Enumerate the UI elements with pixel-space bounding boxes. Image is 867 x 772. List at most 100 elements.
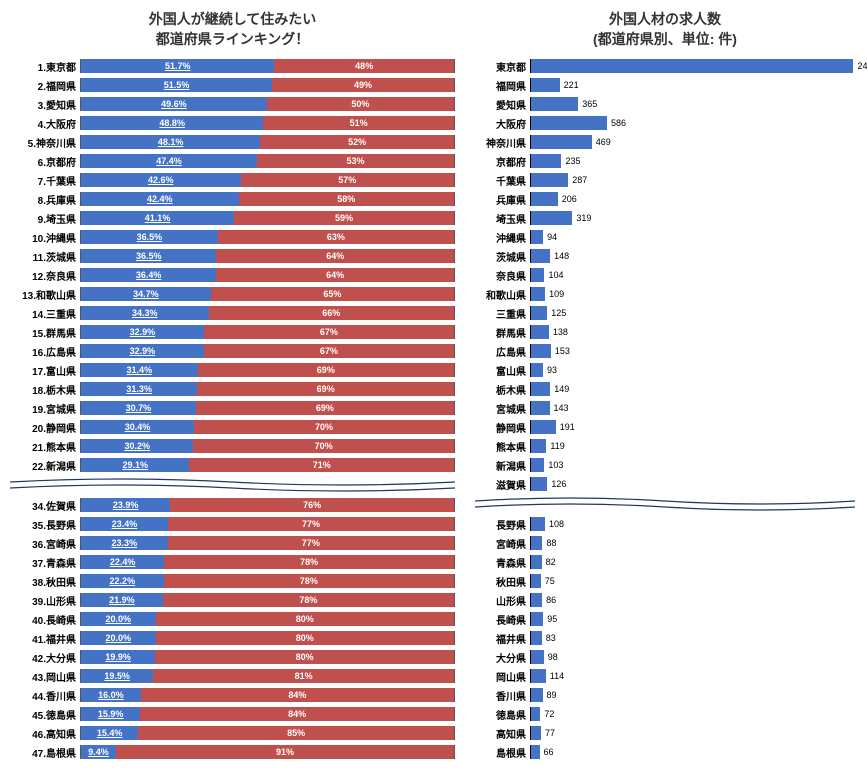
jobs-row: 新潟県103 [475,456,855,474]
red-value: 70% [315,422,333,432]
jobs-row: 兵庫県206 [475,190,855,208]
bar [531,420,556,434]
ranking-row: 7.千葉県42.6%57% [10,171,455,189]
stacked-bar: 23.9%76% [80,498,455,512]
bar-area: 66 [530,745,855,759]
blue-segment: 48.1% [81,135,260,149]
stacked-bar: 51.5%49% [80,78,455,92]
red-value: 57% [338,175,356,185]
stacked-bar: 48.1%52% [80,135,455,149]
row-label: 36.宮崎県 [10,536,80,551]
red-segment: 48% [274,59,454,73]
bar-area: 75 [530,574,855,588]
row-label: 14.三重県 [10,306,80,321]
red-value: 63% [327,232,345,242]
blue-segment: 30.2% [81,439,193,453]
row-label: 滋賀県 [475,477,530,492]
jobs-row: 奈良県104 [475,266,855,284]
bar-value: 469 [596,137,611,147]
bar-value: 104 [548,270,563,280]
bar-value: 66 [544,747,554,757]
bar-value: 586 [611,118,626,128]
jobs-chart: 外国人材の求人数 (都道府県別、単位: 件) 東京都2488福岡県221愛知県3… [475,10,855,762]
row-label: 神奈川県 [475,135,530,150]
bar-area: 104 [530,268,855,282]
bar-area: 32.9%67% [80,325,455,339]
blue-segment: 19.5% [81,669,153,683]
bar-area: 31.3%69% [80,382,455,396]
bar-area: 88 [530,536,855,550]
blue-value: 16.0% [98,690,124,700]
row-label: 17.富山県 [10,363,80,378]
blue-segment: 36.4% [81,268,216,282]
blue-segment: 47.4% [81,154,257,168]
blue-value: 23.9% [113,500,139,510]
row-label: 宮城県 [475,401,530,416]
stacked-bar: 47.4%53% [80,154,455,168]
row-label: 沖縄県 [475,230,530,245]
ranking-row: 16.広島県32.9%67% [10,342,455,360]
red-value: 78% [300,576,318,586]
red-value: 84% [288,709,306,719]
bar-area: 16.0%84% [80,688,455,702]
red-segment: 50% [267,97,454,111]
red-value: 81% [295,671,313,681]
red-segment: 80% [156,612,454,626]
bar-area: 23.4%77% [80,517,455,531]
row-label: 13.和歌山県 [10,287,80,302]
bar-area: 95 [530,612,855,626]
bar-value: 86 [546,595,556,605]
blue-value: 32.9% [130,346,156,356]
bar [531,268,544,282]
ranking-row: 10.沖縄県36.5%63% [10,228,455,246]
bar-area: 89 [530,688,855,702]
bar [531,574,541,588]
blue-segment: 22.4% [81,555,164,569]
bar-area: 148 [530,249,855,263]
red-segment: 80% [155,650,454,664]
jobs-row: 埼玉県319 [475,209,855,227]
bar-area: 36.4%64% [80,268,455,282]
row-label: 12.奈良県 [10,268,80,283]
red-value: 91% [276,747,294,757]
row-label: 15.群馬県 [10,325,80,340]
red-segment: 77% [168,517,454,531]
jobs-row: 福岡県221 [475,76,855,94]
bar-value: 125 [551,308,566,318]
jobs-row: 茨城県148 [475,247,855,265]
bar-value: 319 [576,213,591,223]
jobs-row: 長野県108 [475,515,855,533]
stacked-bar: 16.0%84% [80,688,455,702]
bar-value: 95 [547,614,557,624]
row-label: 10.沖縄県 [10,230,80,245]
jobs-row: 大阪府586 [475,114,855,132]
jobs-row: 千葉県287 [475,171,855,189]
ranking-row: 37.青森県22.4%78% [10,553,455,571]
jobs-row: 高知県77 [475,724,855,742]
stacked-bar: 15.9%84% [80,707,455,721]
bar-area: 31.4%69% [80,363,455,377]
red-value: 69% [316,403,334,413]
bar [531,612,543,626]
bar-value: 94 [547,232,557,242]
bar [531,287,545,301]
bar-value: 191 [560,422,575,432]
bar-area: 2488 [530,59,855,73]
bar-area: 51.5%49% [80,78,455,92]
stacked-bar: 32.9%67% [80,325,455,339]
bar-area: 365 [530,97,855,111]
red-value: 80% [296,652,314,662]
bar-value: 2488 [857,61,867,71]
jobs-row: 秋田県75 [475,572,855,590]
bar-value: 114 [550,671,564,681]
ranking-row: 43.岡山県19.5%81% [10,667,455,685]
stacked-bar: 30.4%70% [80,420,455,434]
row-label: 38.秋田県 [10,574,80,589]
bar [531,726,541,740]
ranking-row: 9.埼玉県41.1%59% [10,209,455,227]
bar-area: 29.1%71% [80,458,455,472]
bar-area: 36.5%64% [80,249,455,263]
bar-area: 108 [530,517,855,531]
row-label: 栃木県 [475,382,530,397]
ranking-row: 8.兵庫県42.4%58% [10,190,455,208]
